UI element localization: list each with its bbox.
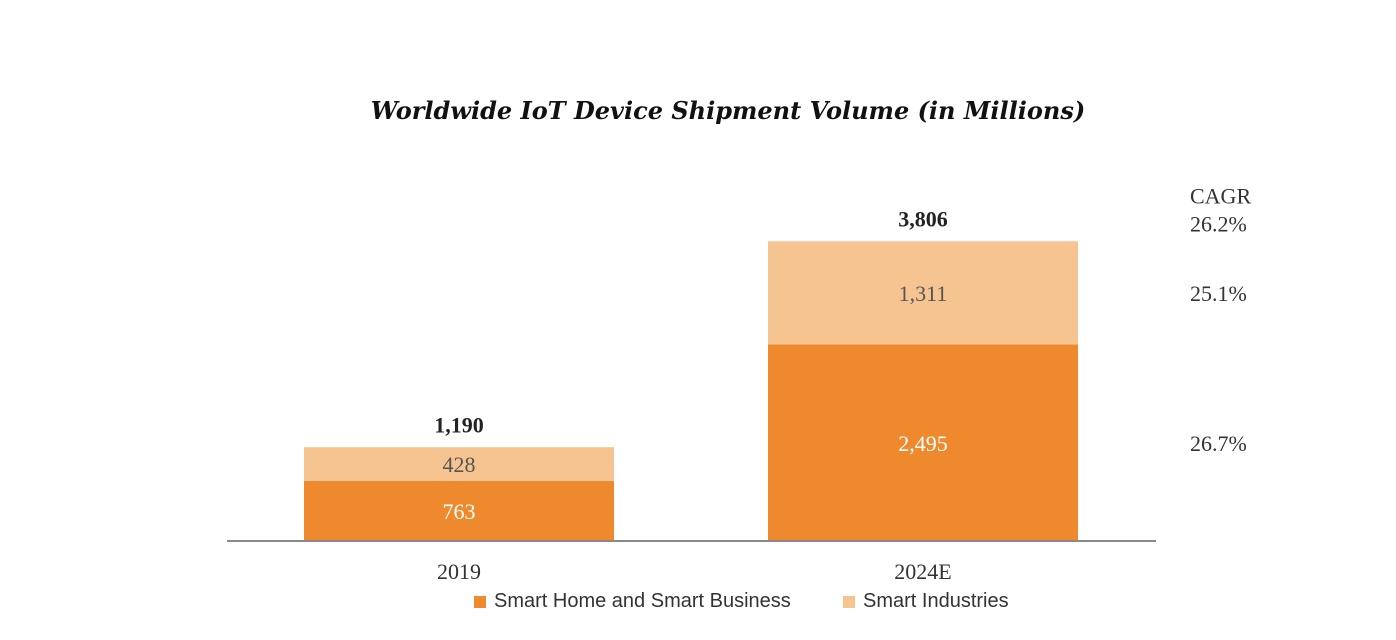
- total-label-2024e: 3,806: [898, 206, 948, 231]
- x-tick-label-2019: 2019: [437, 559, 481, 584]
- legend-label-smart-industries: Smart Industries: [863, 590, 1009, 612]
- data-label-smart-home-2024e: 2,495: [898, 431, 948, 456]
- legend-label-smart-home: Smart Home and Smart Business: [494, 590, 791, 612]
- cagr-total: 26.2%: [1190, 211, 1247, 236]
- legend-item-smart-home: Smart Home and Smart Business: [474, 590, 791, 613]
- legend: Smart Home and Smart Business Smart Indu…: [0, 590, 1396, 618]
- x-tick-label-2024e: 2024E: [894, 559, 951, 584]
- chart-title: Worldwide IoT Device Shipment Volume (in…: [370, 96, 1086, 125]
- bar-smart-industries-2024e: [768, 241, 1078, 345]
- legend-swatch-smart-industries: [843, 595, 855, 608]
- data-label-smart-industries-2024e: 1,311: [899, 281, 948, 306]
- cagr-smart-home: 26.7%: [1190, 431, 1247, 456]
- bar-smart-home-2024e: [768, 344, 1078, 541]
- data-label-smart-home-2019: 763: [443, 499, 476, 524]
- labels-group: 763 428 1,190 2019 2,495 1,311 3,806 2024E CAGR 2…: [434, 183, 1251, 584]
- data-label-smart-industries-2019: 428: [443, 452, 476, 477]
- bar-smart-home-2019: [304, 480, 614, 541]
- bars-group: [304, 241, 1078, 541]
- legend-swatch-smart-home: [474, 595, 486, 608]
- cagr-smart-industries: 25.1%: [1190, 281, 1247, 306]
- total-label-2019: 1,190: [434, 412, 484, 437]
- bar-smart-industries-2019: [304, 447, 614, 481]
- cagr-header: CAGR: [1190, 183, 1251, 208]
- legend-item-smart-industries: Smart Industries: [843, 590, 1009, 613]
